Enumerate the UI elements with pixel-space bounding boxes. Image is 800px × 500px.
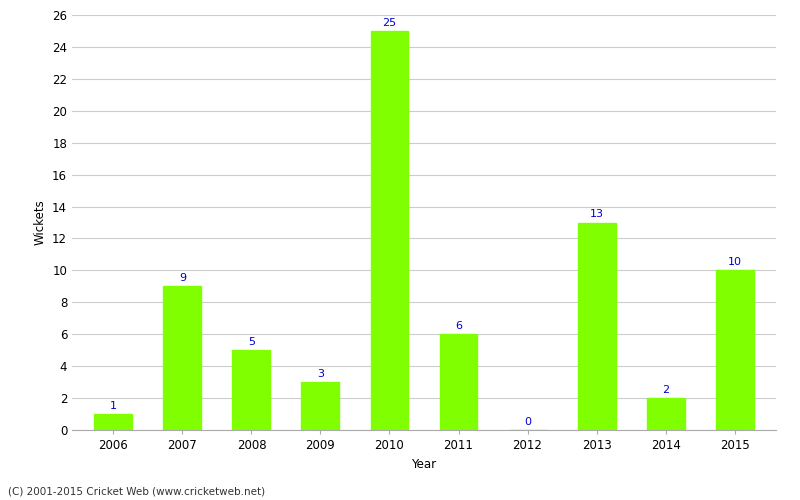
Bar: [94, 414, 132, 430]
Text: 9: 9: [179, 273, 186, 283]
Bar: [716, 270, 754, 430]
X-axis label: Year: Year: [411, 458, 437, 470]
Text: 0: 0: [524, 417, 531, 427]
Text: 6: 6: [455, 321, 462, 331]
Bar: [439, 334, 478, 430]
Bar: [302, 382, 339, 430]
Text: 3: 3: [317, 369, 324, 379]
Bar: [646, 398, 685, 430]
Text: 13: 13: [590, 210, 603, 220]
Bar: [233, 350, 270, 430]
Text: (C) 2001-2015 Cricket Web (www.cricketweb.net): (C) 2001-2015 Cricket Web (www.cricketwe…: [8, 487, 265, 497]
Text: 1: 1: [110, 401, 117, 411]
Bar: [163, 286, 202, 430]
Bar: [370, 31, 409, 430]
Y-axis label: Wickets: Wickets: [34, 200, 46, 246]
Bar: [578, 222, 615, 430]
Text: 5: 5: [248, 337, 255, 347]
Text: 2: 2: [662, 385, 669, 395]
Text: 10: 10: [727, 257, 742, 267]
Text: 25: 25: [382, 18, 397, 28]
